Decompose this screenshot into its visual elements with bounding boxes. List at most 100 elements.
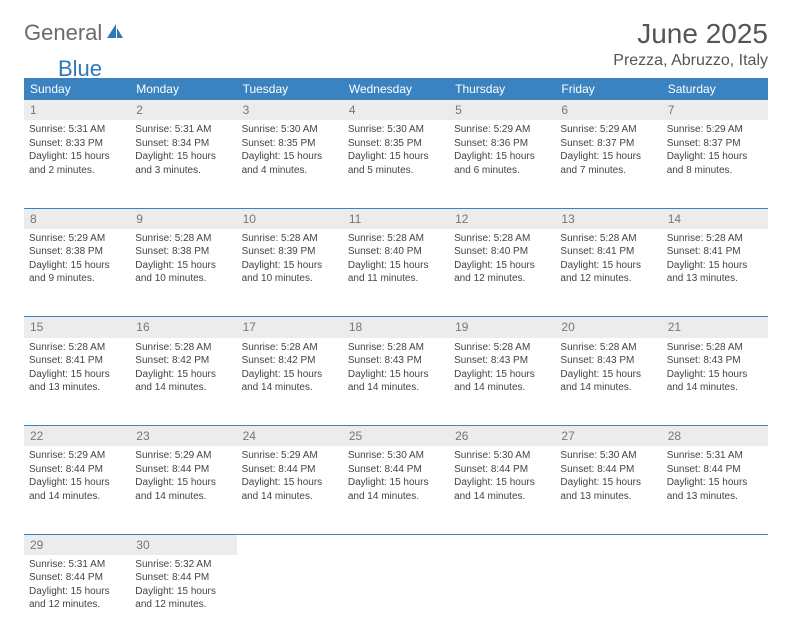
sunrise-text: Sunrise: 5:28 AM: [348, 341, 444, 355]
day-number: 24: [237, 426, 343, 446]
sunset-text: Sunset: 8:35 PM: [242, 137, 338, 151]
day-number-row: 22232425262728: [24, 426, 768, 446]
daylight-text: Daylight: 15 hours and 14 minutes.: [560, 368, 656, 395]
day-number: 22: [24, 426, 130, 446]
day-content-row: Sunrise: 5:31 AMSunset: 8:44 PMDaylight:…: [24, 555, 768, 643]
day-number: 3: [237, 100, 343, 120]
sunset-text: Sunset: 8:44 PM: [560, 463, 656, 477]
weekday-header: Thursday: [449, 78, 555, 100]
daylight-text: Daylight: 15 hours and 11 minutes.: [348, 259, 444, 286]
day-number: [555, 535, 661, 555]
sunrise-text: Sunrise: 5:28 AM: [667, 341, 763, 355]
logo-text-gray: General: [24, 20, 102, 46]
daylight-text: Daylight: 15 hours and 14 minutes.: [348, 476, 444, 503]
day-cell: Sunrise: 5:28 AMSunset: 8:43 PMDaylight:…: [662, 338, 768, 426]
day-number: 29: [24, 535, 130, 555]
daylight-text: Daylight: 15 hours and 14 minutes.: [667, 368, 763, 395]
day-number: 8: [24, 209, 130, 229]
day-cell: Sunrise: 5:29 AMSunset: 8:44 PMDaylight:…: [24, 446, 130, 534]
day-number-row: 15161718192021: [24, 317, 768, 337]
day-cell: Sunrise: 5:28 AMSunset: 8:40 PMDaylight:…: [343, 229, 449, 317]
daylight-text: Daylight: 15 hours and 14 minutes.: [135, 368, 231, 395]
day-number: [237, 535, 343, 555]
logo-text-blue: Blue: [58, 56, 102, 81]
daylight-text: Daylight: 15 hours and 13 minutes.: [667, 259, 763, 286]
sunrise-text: Sunrise: 5:30 AM: [242, 123, 338, 137]
sunset-text: Sunset: 8:44 PM: [242, 463, 338, 477]
day-cell: Sunrise: 5:28 AMSunset: 8:42 PMDaylight:…: [237, 338, 343, 426]
sunrise-text: Sunrise: 5:29 AM: [29, 449, 125, 463]
day-number-row: 891011121314: [24, 209, 768, 229]
weekday-header: Monday: [130, 78, 236, 100]
sunset-text: Sunset: 8:44 PM: [348, 463, 444, 477]
day-number: 25: [343, 426, 449, 446]
day-cell: Sunrise: 5:28 AMSunset: 8:41 PMDaylight:…: [24, 338, 130, 426]
sunset-text: Sunset: 8:35 PM: [348, 137, 444, 151]
day-number: 10: [237, 209, 343, 229]
sunrise-text: Sunrise: 5:28 AM: [667, 232, 763, 246]
month-title: June 2025: [613, 18, 768, 50]
day-cell: Sunrise: 5:31 AMSunset: 8:44 PMDaylight:…: [24, 555, 130, 643]
day-number: [662, 535, 768, 555]
sunrise-text: Sunrise: 5:29 AM: [242, 449, 338, 463]
sunrise-text: Sunrise: 5:30 AM: [348, 449, 444, 463]
weekday-header: Tuesday: [237, 78, 343, 100]
sunrise-text: Sunrise: 5:29 AM: [29, 232, 125, 246]
sunrise-text: Sunrise: 5:29 AM: [454, 123, 550, 137]
sunrise-text: Sunrise: 5:31 AM: [135, 123, 231, 137]
sunset-text: Sunset: 8:44 PM: [667, 463, 763, 477]
day-cell: Sunrise: 5:30 AMSunset: 8:44 PMDaylight:…: [555, 446, 661, 534]
daylight-text: Daylight: 15 hours and 4 minutes.: [242, 150, 338, 177]
sunset-text: Sunset: 8:38 PM: [29, 245, 125, 259]
day-cell: Sunrise: 5:32 AMSunset: 8:44 PMDaylight:…: [130, 555, 236, 643]
day-number: 2: [130, 100, 236, 120]
day-cell: Sunrise: 5:28 AMSunset: 8:41 PMDaylight:…: [555, 229, 661, 317]
sail-icon: [105, 20, 125, 46]
daylight-text: Daylight: 15 hours and 13 minutes.: [667, 476, 763, 503]
day-cell: Sunrise: 5:28 AMSunset: 8:38 PMDaylight:…: [130, 229, 236, 317]
day-number: 26: [449, 426, 555, 446]
day-content-row: Sunrise: 5:31 AMSunset: 8:33 PMDaylight:…: [24, 120, 768, 208]
sunset-text: Sunset: 8:41 PM: [29, 354, 125, 368]
sunrise-text: Sunrise: 5:28 AM: [242, 232, 338, 246]
sunrise-text: Sunrise: 5:28 AM: [135, 341, 231, 355]
sunrise-text: Sunrise: 5:30 AM: [560, 449, 656, 463]
weekday-header: Friday: [555, 78, 661, 100]
day-number: 12: [449, 209, 555, 229]
day-cell: Sunrise: 5:29 AMSunset: 8:38 PMDaylight:…: [24, 229, 130, 317]
day-number: 27: [555, 426, 661, 446]
day-cell: Sunrise: 5:29 AMSunset: 8:44 PMDaylight:…: [237, 446, 343, 534]
day-number: 23: [130, 426, 236, 446]
sunrise-text: Sunrise: 5:28 AM: [348, 232, 444, 246]
sunrise-text: Sunrise: 5:31 AM: [667, 449, 763, 463]
sunset-text: Sunset: 8:42 PM: [135, 354, 231, 368]
day-number: 9: [130, 209, 236, 229]
day-number: 5: [449, 100, 555, 120]
day-cell: [555, 555, 661, 643]
day-cell: [343, 555, 449, 643]
sunrise-text: Sunrise: 5:30 AM: [348, 123, 444, 137]
day-number: 28: [662, 426, 768, 446]
daylight-text: Daylight: 15 hours and 12 minutes.: [29, 585, 125, 612]
sunset-text: Sunset: 8:44 PM: [29, 571, 125, 585]
day-cell: Sunrise: 5:28 AMSunset: 8:39 PMDaylight:…: [237, 229, 343, 317]
sunset-text: Sunset: 8:36 PM: [454, 137, 550, 151]
sunrise-text: Sunrise: 5:29 AM: [560, 123, 656, 137]
day-number: 11: [343, 209, 449, 229]
sunset-text: Sunset: 8:38 PM: [135, 245, 231, 259]
day-cell: [662, 555, 768, 643]
daylight-text: Daylight: 15 hours and 3 minutes.: [135, 150, 231, 177]
sunrise-text: Sunrise: 5:29 AM: [667, 123, 763, 137]
day-content-row: Sunrise: 5:29 AMSunset: 8:44 PMDaylight:…: [24, 446, 768, 534]
day-number: 6: [555, 100, 661, 120]
sunset-text: Sunset: 8:40 PM: [348, 245, 444, 259]
logo: General: [24, 20, 125, 46]
day-number: 14: [662, 209, 768, 229]
daylight-text: Daylight: 15 hours and 9 minutes.: [29, 259, 125, 286]
sunrise-text: Sunrise: 5:28 AM: [560, 232, 656, 246]
location: Prezza, Abruzzo, Italy: [613, 52, 768, 70]
sunset-text: Sunset: 8:39 PM: [242, 245, 338, 259]
day-number: 15: [24, 317, 130, 337]
day-cell: Sunrise: 5:29 AMSunset: 8:36 PMDaylight:…: [449, 120, 555, 208]
daylight-text: Daylight: 15 hours and 10 minutes.: [242, 259, 338, 286]
